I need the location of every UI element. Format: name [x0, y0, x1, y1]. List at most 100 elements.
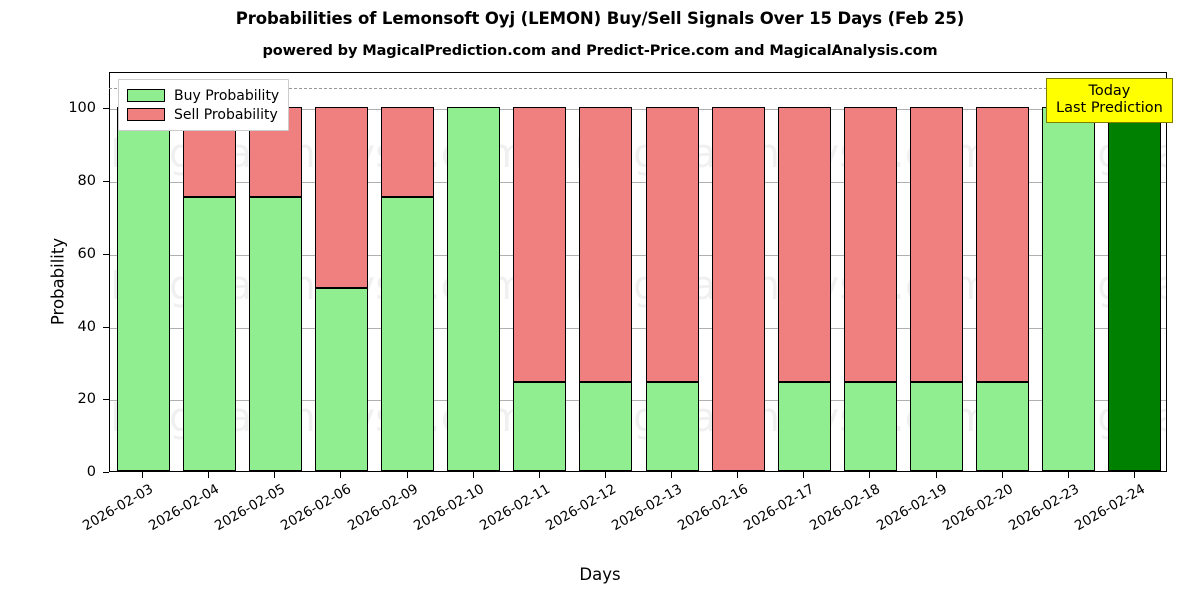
y-axis-tick-label: 60: [77, 245, 96, 262]
x-axis-tick-label: 2026-02-06: [278, 481, 355, 535]
y-axis-tick-label: 40: [77, 318, 96, 335]
x-axis-tick-mark: [1133, 472, 1135, 478]
x-axis-tick-mark: [274, 472, 276, 478]
y-axis-tick-mark: [103, 399, 109, 401]
today-annotation-line1: Today: [1088, 83, 1131, 99]
x-axis-tick-label: 2026-02-17: [741, 481, 818, 535]
bar-segment-buy[interactable]: [1042, 107, 1096, 471]
bar-group[interactable]: [976, 73, 1030, 471]
bar-segment-sell[interactable]: [976, 107, 1030, 382]
reference-line: [109, 88, 1167, 89]
x-axis-tick-mark: [1067, 472, 1069, 478]
y-axis-tick-mark: [103, 108, 109, 110]
x-axis-tick-mark: [1001, 472, 1003, 478]
bar-segment-buy[interactable]: [248, 196, 302, 471]
bar-segment-buy[interactable]: [182, 196, 236, 471]
bar-group[interactable]: [711, 73, 765, 471]
x-axis-tick-mark: [472, 472, 474, 478]
y-axis-tick-label: 20: [77, 391, 96, 408]
y-axis-label: Probability: [48, 237, 68, 326]
bar-segment-sell[interactable]: [314, 107, 368, 288]
bar-group[interactable]: [645, 73, 699, 471]
chart-subtitle: powered by MagicalPrediction.com and Pre…: [262, 43, 938, 59]
plot-area: MagicalAnalysis.comMagicalAnalysis.comMa…: [109, 72, 1167, 472]
x-axis-tick-mark: [803, 472, 805, 478]
chart-title: Probabilities of Lemonsoft Oyj (LEMON) B…: [235, 9, 965, 28]
bar-segment-buy[interactable]: [579, 381, 633, 471]
bar-segment-buy[interactable]: [447, 107, 501, 471]
x-axis-tick-label: 2026-02-18: [807, 481, 884, 535]
x-axis-tick-label: 2026-02-09: [344, 481, 421, 535]
x-axis-tick-label: 2026-02-19: [873, 481, 950, 535]
bar-segment-sell[interactable]: [843, 107, 897, 382]
today-annotation: Today Last Prediction: [1046, 78, 1173, 124]
bar-group[interactable]: [513, 73, 567, 471]
x-axis-tick-label: 2026-02-23: [1005, 481, 1082, 535]
bar-segment-sell[interactable]: [711, 107, 765, 471]
x-axis-tick-label: 2026-02-12: [542, 481, 619, 535]
x-axis-tick-label: 2026-02-05: [212, 481, 289, 535]
y-axis-tick-mark: [103, 472, 109, 473]
bar-segment-buy[interactable]: [976, 381, 1030, 471]
bar-group[interactable]: [381, 73, 434, 471]
x-axis-tick-mark: [208, 472, 210, 478]
legend-label-sell: Sell Probability: [174, 106, 278, 123]
bar-group[interactable]: [777, 73, 831, 471]
gridline: [110, 327, 1166, 329]
legend-item-sell: Sell Probability: [127, 105, 279, 124]
bar-group[interactable]: [843, 73, 897, 471]
bar-group[interactable]: [116, 73, 170, 471]
chart-legend: Buy Probability Sell Probability: [118, 79, 290, 131]
legend-swatch-sell: [127, 108, 165, 121]
bar-segment-sell[interactable]: [513, 107, 567, 382]
bar-segment-buy[interactable]: [645, 381, 699, 471]
x-axis-tick-mark: [538, 472, 540, 478]
bar-group[interactable]: [1108, 73, 1162, 471]
bar-segment-buy[interactable]: [513, 381, 567, 471]
x-axis-tick-label: 2026-02-03: [80, 481, 157, 535]
bar-group[interactable]: [447, 73, 501, 471]
x-axis-label: Days: [579, 565, 621, 584]
bar-group[interactable]: [1042, 73, 1096, 471]
bar-segment-today[interactable]: [1108, 107, 1162, 471]
x-axis-tick-mark: [142, 472, 144, 478]
bar-group[interactable]: [314, 73, 368, 471]
x-axis-tick-label: 2026-02-04: [146, 481, 223, 535]
bar-group[interactable]: [910, 73, 963, 471]
today-annotation-line2: Last Prediction: [1056, 100, 1163, 117]
bar-segment-buy[interactable]: [381, 196, 434, 471]
legend-swatch-buy: [127, 89, 165, 102]
bar-segment-sell[interactable]: [579, 107, 633, 382]
x-axis-tick-mark: [406, 472, 408, 478]
bar-group[interactable]: [182, 73, 236, 471]
legend-item-buy: Buy Probability: [127, 86, 279, 105]
gridline: [110, 182, 1166, 184]
y-axis-tick-mark: [103, 181, 109, 183]
bars-layer: [110, 73, 1166, 471]
x-axis-tick-mark: [737, 472, 739, 478]
gridline: [110, 400, 1166, 402]
legend-label-buy: Buy Probability: [174, 87, 280, 104]
bar-segment-buy[interactable]: [314, 287, 368, 471]
bar-group[interactable]: [579, 73, 633, 471]
y-axis-tick-mark: [103, 326, 109, 328]
x-axis-tick-mark: [604, 472, 606, 478]
bar-segment-buy[interactable]: [777, 381, 831, 471]
bar-segment-sell[interactable]: [910, 107, 963, 382]
x-axis-tick-label: 2026-02-10: [410, 481, 487, 535]
gridline: [110, 109, 1166, 111]
x-axis-tick-mark: [671, 472, 673, 478]
y-axis-tick-label: 0: [86, 464, 96, 480]
x-axis-tick-mark: [869, 472, 871, 478]
bar-segment-sell[interactable]: [645, 107, 699, 382]
bar-segment-buy[interactable]: [116, 107, 170, 471]
x-axis-tick-mark: [935, 472, 937, 478]
bar-group[interactable]: [248, 73, 302, 471]
bar-segment-sell[interactable]: [381, 107, 434, 197]
bar-segment-sell[interactable]: [777, 107, 831, 382]
y-axis-tick-label: 80: [77, 173, 96, 190]
bar-segment-buy[interactable]: [910, 381, 963, 471]
bar-segment-buy[interactable]: [843, 381, 897, 471]
gridline: [110, 254, 1166, 256]
